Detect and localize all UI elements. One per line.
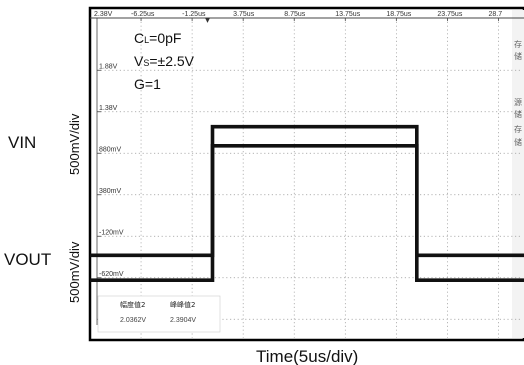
time-tick-label: 23.75us <box>437 11 462 18</box>
time-tick-label: 18.75us <box>386 11 411 18</box>
voltage-tick-label: -620mV <box>99 271 124 278</box>
waveform-trace-2 <box>90 144 524 283</box>
voltage-tick-label: 1.88V <box>99 63 118 70</box>
side-panel-glyph: 源 <box>514 98 522 107</box>
annotation-load-capacitance: CL=0pF <box>134 30 181 46</box>
side-panel-glyph: 储 <box>514 51 522 61</box>
graticule <box>97 18 522 338</box>
x-axis-label: Time(5us/div) <box>256 347 358 365</box>
measurement-value-pkpk: 2.3904V <box>170 317 196 324</box>
waveform-trace-1 <box>90 124 524 258</box>
channel-label-vout: VOUT <box>4 250 51 269</box>
time-tick-label: 13.75us <box>335 11 360 18</box>
voltage-tick-label: 380mV <box>99 188 122 195</box>
time-tick-label: -6.25us <box>131 11 155 18</box>
side-panel-glyph: 储 <box>514 137 522 147</box>
time-tick-label: 28.7 <box>488 11 502 18</box>
time-ruler: 2.38V -6.25us -1.25us 3.75us 8.75us 13.75us 18… <box>94 11 502 21</box>
voltage-tick-label: -120mV <box>99 229 124 236</box>
measurement-value-amplitude: 2.0362V <box>120 317 146 324</box>
trigger-marker-icon: ▾ <box>205 15 210 26</box>
time-tick-label: 2.38V <box>94 11 113 18</box>
time-tick-label: 3.75us <box>233 11 255 18</box>
measurement-header-pkpk: 峰峰值2 <box>170 300 195 309</box>
annotation-supply-voltage: VS=±2.5V <box>134 53 195 69</box>
side-panel-glyph: 存 <box>514 39 522 49</box>
voltage-tick-label: 1.38V <box>99 105 118 112</box>
trace-group <box>90 124 524 283</box>
time-tick-label: -1.25us <box>182 11 206 18</box>
channel-label-vin: VIN <box>8 133 36 152</box>
voltage-tick-label: 880mV <box>99 146 122 153</box>
annotation-gain: G=1 <box>134 76 161 92</box>
screen-background <box>88 6 524 342</box>
measurement-header-amplitude: 幅度值2 <box>120 300 145 309</box>
side-panel-glyph: 储 <box>514 109 522 119</box>
time-tick-label: 8.75us <box>284 11 306 18</box>
channel-scale-vout: 500mV/div <box>67 241 82 303</box>
side-panel-glyph: 存 <box>514 124 522 134</box>
scope-screen: 2.38V -6.25us -1.25us 3.75us 8.75us 13.75us 18… <box>88 6 524 342</box>
channel-scale-vin: 500mV/div <box>67 113 82 175</box>
measurement-panel: 幅度值2 峰峰值2 2.0362V 2.3904V <box>97 295 221 333</box>
measurement-box <box>97 295 221 333</box>
